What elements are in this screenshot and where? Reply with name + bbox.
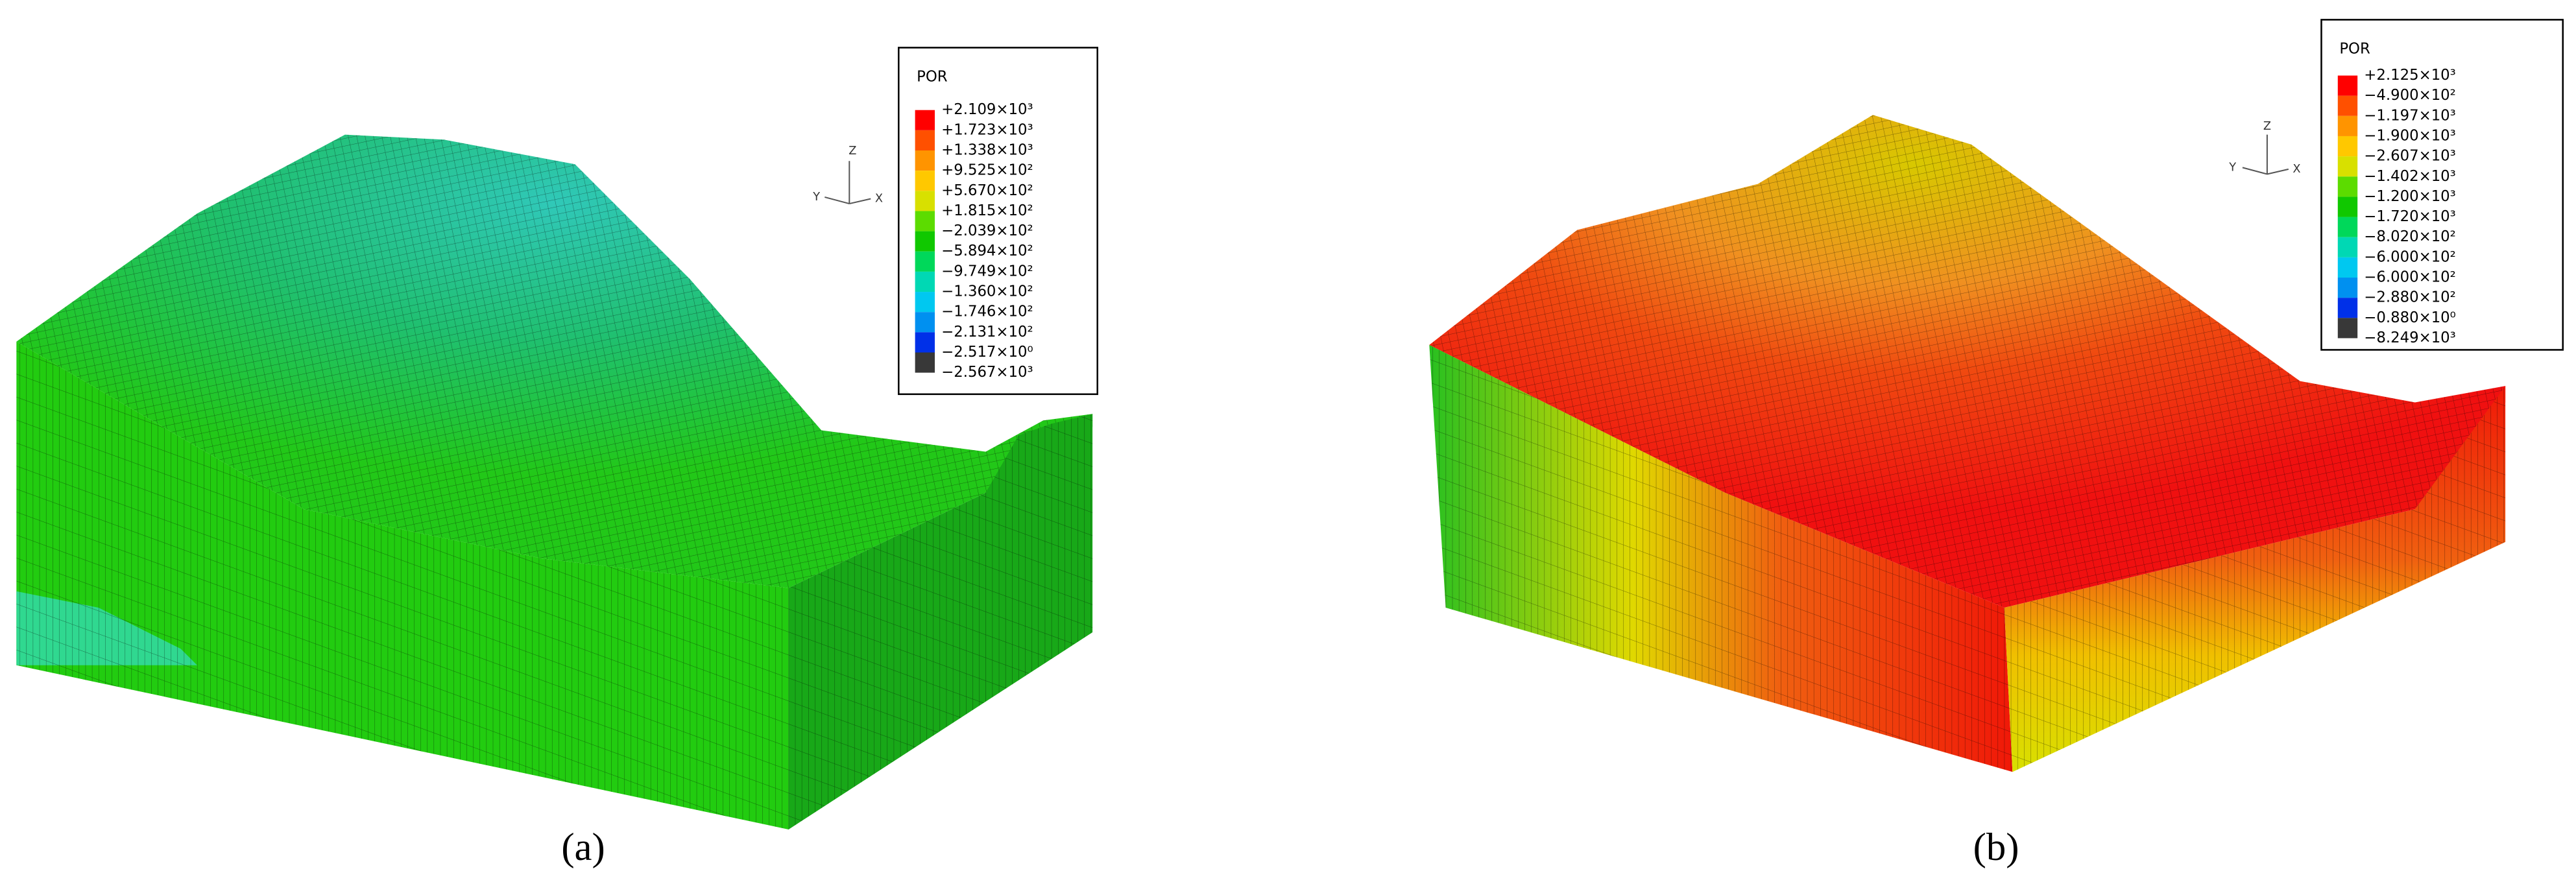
legend-swatch bbox=[915, 171, 935, 191]
legend-label: −5.894×10² bbox=[941, 243, 1033, 259]
legend-label: −1.402×10³ bbox=[2364, 168, 2456, 185]
legends: POR +2.109×10³ +1.723×10³ +1.338×10³ +9.525×… bbox=[898, 19, 2564, 396]
legend-swatch bbox=[2337, 176, 2358, 197]
legend-swatch bbox=[915, 150, 935, 171]
legend-label: −1.900×10³ bbox=[2364, 127, 2456, 144]
legend-label: +5.670×10² bbox=[941, 182, 1033, 199]
legend-label: −6.000×10² bbox=[2364, 248, 2456, 265]
triad-z: Z bbox=[2263, 120, 2271, 133]
legend-label: +1.723×10³ bbox=[941, 121, 1033, 138]
legend-label: +1.815×10² bbox=[941, 202, 1033, 219]
legend-label: −2.567×10³ bbox=[941, 364, 1033, 381]
axis-triad-a: Z Y X bbox=[812, 145, 883, 205]
legend-box bbox=[2320, 19, 2564, 351]
legend-label: −2.880×10² bbox=[2364, 289, 2456, 306]
legend-swatch bbox=[915, 191, 935, 211]
caption: (a) bbox=[561, 826, 605, 869]
legend-swatch bbox=[2337, 278, 2358, 298]
mesh-model-a bbox=[16, 134, 1093, 829]
legend-label: +2.109×10³ bbox=[941, 101, 1033, 118]
legend-swatch bbox=[915, 211, 935, 232]
triad-x: X bbox=[2293, 163, 2300, 176]
legend-swatch bbox=[915, 332, 935, 353]
legend-swatch bbox=[2337, 156, 2358, 177]
legend-swatch bbox=[2337, 115, 2358, 136]
legend-swatch bbox=[915, 231, 935, 252]
triad-z: Z bbox=[849, 145, 856, 158]
legend-label: −9.749×10² bbox=[941, 263, 1033, 280]
legend-swatch bbox=[2337, 95, 2358, 116]
legend-label: −8.249×10³ bbox=[2364, 329, 2456, 346]
legend-title: POR bbox=[917, 69, 948, 86]
legend-swatch bbox=[915, 130, 935, 150]
legend-swatch bbox=[2337, 298, 2358, 318]
triad-y: Y bbox=[812, 191, 820, 204]
legend-swatch bbox=[915, 271, 935, 292]
legend-swatch bbox=[2337, 136, 2358, 157]
legend-label: −1.720×10³ bbox=[2364, 208, 2456, 225]
legend-swatch bbox=[915, 312, 935, 333]
legend-label: −8.020×10² bbox=[2364, 228, 2456, 245]
legend-title: POR bbox=[2339, 40, 2370, 57]
legend-swatch bbox=[2337, 257, 2358, 278]
legend-swatch bbox=[2337, 237, 2358, 257]
triad-x: X bbox=[875, 192, 883, 205]
legend-label: +9.525×10² bbox=[941, 162, 1033, 179]
caption: (b) bbox=[1973, 826, 2019, 869]
legend-label: −2.607×10³ bbox=[2364, 148, 2456, 165]
legend-swatch bbox=[2337, 75, 2358, 96]
legend-swatch bbox=[915, 292, 935, 313]
legend-label: −0.880×10⁰ bbox=[2364, 309, 2456, 326]
legend-label: −1.360×10² bbox=[941, 283, 1033, 300]
legend-swatch bbox=[915, 352, 935, 373]
legend-swatch bbox=[915, 110, 935, 130]
mesh-model-b bbox=[1429, 115, 2506, 772]
legend-label: −1.200×10³ bbox=[2364, 188, 2456, 205]
legend-swatch bbox=[2337, 197, 2358, 217]
legend-label: −1.197×10³ bbox=[2364, 107, 2456, 124]
legend-label: −2.039×10² bbox=[941, 222, 1033, 239]
legend-label: −1.746×10² bbox=[941, 304, 1033, 320]
triad-y: Y bbox=[2228, 161, 2236, 174]
legend-swatch bbox=[2337, 217, 2358, 237]
legend-label: +2.125×10³ bbox=[2364, 67, 2456, 84]
axis-triad-b: Z Y X bbox=[2228, 120, 2300, 176]
legend-label: −2.131×10² bbox=[941, 324, 1033, 340]
legend-label: +1.338×10³ bbox=[941, 141, 1033, 158]
legend-label: −4.900×10² bbox=[2364, 87, 2456, 104]
legend-swatch bbox=[2337, 318, 2358, 339]
legend-swatch bbox=[915, 251, 935, 272]
legend-label: −6.000×10² bbox=[2364, 269, 2456, 286]
legend-label: −2.517×10⁰ bbox=[941, 344, 1033, 361]
